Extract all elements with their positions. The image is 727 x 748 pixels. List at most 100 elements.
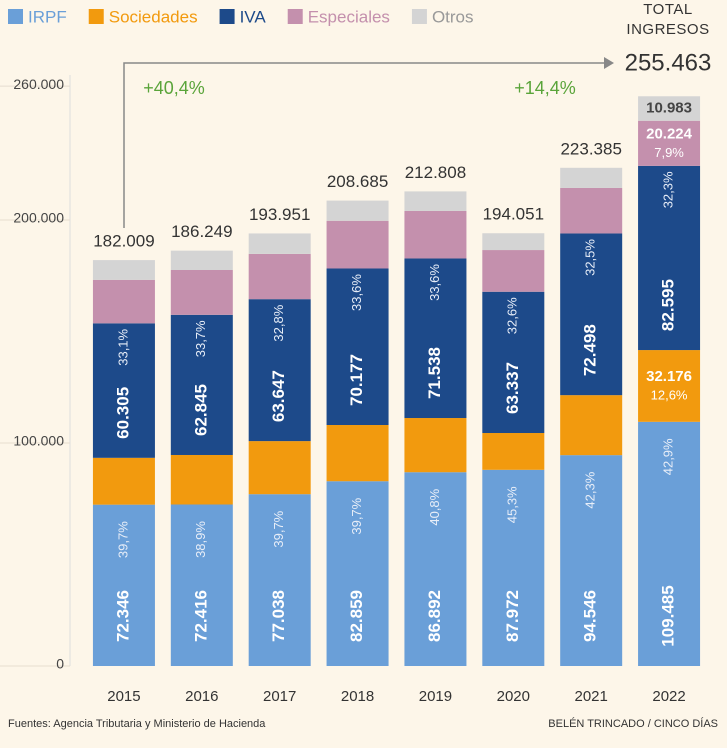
bar-segment [560, 233, 623, 396]
bar-segment [404, 191, 467, 211]
value-label: 62.845 [191, 384, 210, 436]
bar-segment [248, 253, 311, 300]
bar-segment [170, 270, 233, 315]
x-tick-label: 2018 [341, 688, 374, 705]
share-label: 12,6% [651, 387, 688, 402]
bar-segment [404, 258, 467, 419]
total-label: 208.685 [327, 172, 388, 191]
bar-segment [482, 250, 545, 292]
bar-segment [92, 323, 155, 458]
value-label: 72.346 [113, 590, 132, 642]
bar-segment [638, 120, 701, 166]
bar-segment [92, 457, 155, 505]
bar-segment [326, 200, 389, 221]
bar-segment [404, 472, 467, 666]
bar-segment [92, 260, 155, 280]
value-label: 20.224 [646, 125, 693, 142]
bar-segment [248, 299, 311, 442]
value-label: 87.972 [503, 590, 522, 642]
y-tick-label: 100.000 [13, 433, 64, 449]
bar-segment [92, 279, 155, 324]
y-tick-label: 0 [56, 656, 64, 672]
legend-label: IRPF [28, 7, 67, 26]
value-label: 109.485 [659, 585, 678, 646]
total-label: 186.249 [171, 222, 232, 241]
share-label: 42,9% [661, 438, 676, 475]
bar-segment [560, 167, 623, 188]
bar-segment [404, 210, 467, 259]
share-label: 39,7% [271, 510, 286, 547]
x-tick-label: 2016 [185, 688, 218, 705]
value-label: 70.177 [347, 354, 366, 406]
share-label: 45,3% [505, 486, 520, 523]
legend-swatch [88, 9, 104, 24]
bar-segment [560, 187, 623, 234]
total-label: 194.051 [483, 205, 544, 224]
bar-segment [170, 454, 233, 505]
total-label: 223.385 [560, 139, 621, 158]
bar-segment [248, 494, 311, 666]
value-label: 86.892 [425, 590, 444, 642]
legend-swatch [287, 9, 303, 24]
bar-segment [326, 220, 389, 269]
share-label: 38,9% [193, 521, 208, 558]
total-label: 193.951 [249, 205, 310, 224]
value-label: 82.595 [659, 279, 678, 331]
value-label: 32.176 [646, 368, 692, 385]
x-tick-label: 2020 [497, 688, 530, 705]
x-tick-label: 2017 [263, 688, 296, 705]
bar-segment [482, 469, 545, 666]
legend-label: Sociedades [109, 7, 198, 26]
value-label: 63.337 [503, 362, 522, 414]
total-label: 255.463 [625, 49, 712, 76]
bar-segment [248, 441, 311, 495]
total-title: TOTAL INGRESOS [626, 1, 710, 38]
total-label: 182.009 [93, 232, 154, 251]
credit: BELÉN TRINCADO / CINCO DÍAS [548, 717, 718, 730]
share-label: 33,6% [427, 264, 442, 301]
share-label: 33,1% [115, 328, 130, 365]
x-tick-label: 2019 [419, 688, 452, 705]
bar-segment [248, 233, 311, 254]
bar-segment [560, 455, 623, 666]
value-label: 72.416 [191, 590, 210, 642]
y-tick-label: 200.000 [13, 210, 64, 226]
share-label: 7,9% [654, 145, 684, 160]
value-label: 71.538 [425, 347, 444, 399]
x-tick-label: 2021 [575, 688, 608, 705]
x-tick-label: 2015 [107, 688, 140, 705]
bar-segment [482, 433, 545, 470]
value-label: 94.546 [581, 590, 600, 642]
legend-label: Especiales [308, 7, 390, 26]
bar-segment [326, 268, 389, 426]
share-label: 39,7% [115, 521, 130, 558]
value-label: 72.498 [581, 324, 600, 376]
bracket [123, 62, 604, 228]
bar-segment [638, 165, 701, 351]
bar-segment [170, 250, 233, 271]
x-tick-label: 2022 [652, 688, 685, 705]
arrow-head [604, 57, 614, 69]
bar-segment [638, 350, 701, 422]
bar-segment [638, 421, 701, 666]
share-label: 40,8% [427, 488, 442, 525]
annotation: +40,4% [143, 78, 205, 98]
legend-swatch [219, 9, 235, 24]
bar-segment [326, 481, 389, 666]
share-label: 33,6% [349, 274, 364, 311]
bar-segment [170, 504, 233, 666]
legend-label: Otros [432, 7, 474, 26]
legend-swatch [8, 9, 23, 24]
source: Fuentes: Agencia Tributaria y Ministerio… [8, 718, 266, 730]
value-label: 10.983 [646, 99, 692, 116]
value-label: 60.305 [113, 387, 132, 439]
bar-segment [482, 291, 545, 434]
share-label: 33,7% [193, 320, 208, 357]
bar-segment [482, 233, 545, 251]
value-label: 82.859 [347, 590, 366, 642]
share-label: 32,8% [271, 304, 286, 341]
bar-segment [170, 314, 233, 455]
y-tick-label: 260.000 [13, 76, 64, 92]
bar-segment [404, 418, 467, 473]
